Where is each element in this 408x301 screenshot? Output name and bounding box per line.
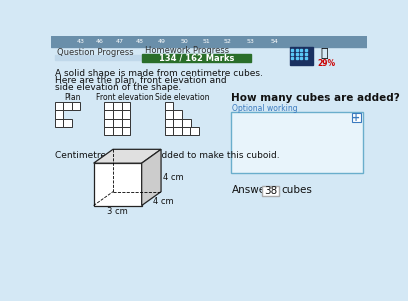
Text: cubes: cubes: [281, 185, 312, 195]
Bar: [173, 127, 182, 135]
Bar: [122, 110, 130, 119]
Text: Question Progress: Question Progress: [57, 48, 134, 57]
Text: How many cubes are added?: How many cubes are added?: [231, 93, 399, 103]
Text: 38: 38: [264, 185, 277, 196]
Text: +: +: [352, 113, 360, 123]
Text: side elevation of the shape.: side elevation of the shape.: [55, 83, 181, 92]
Text: 48: 48: [136, 39, 144, 44]
Bar: [122, 119, 130, 127]
Bar: [104, 127, 113, 135]
Bar: [63, 101, 72, 110]
Bar: [93, 163, 142, 206]
Text: Centimetre cubes are added to make this cuboid.: Centimetre cubes are added to make this …: [55, 151, 279, 160]
Bar: [290, 47, 313, 65]
Polygon shape: [142, 149, 161, 206]
Bar: [173, 110, 182, 119]
Bar: [72, 101, 80, 110]
Bar: [165, 110, 173, 119]
Text: 3 cm: 3 cm: [107, 207, 128, 216]
Bar: [113, 127, 122, 135]
Bar: [104, 119, 113, 127]
Bar: [55, 119, 63, 127]
Bar: [104, 101, 113, 110]
Bar: [113, 101, 122, 110]
Text: Here are the plan, front elevation and: Here are the plan, front elevation and: [55, 76, 226, 85]
Text: Homework Progress: Homework Progress: [144, 46, 229, 55]
Bar: [352, 113, 361, 123]
Text: 🏆: 🏆: [321, 47, 328, 60]
Text: 50: 50: [180, 39, 188, 44]
Bar: [231, 112, 363, 173]
Text: 54: 54: [270, 39, 278, 44]
Text: Side elevation: Side elevation: [155, 93, 210, 102]
Bar: [55, 54, 175, 60]
Bar: [182, 127, 191, 135]
Bar: [165, 119, 173, 127]
Text: 46: 46: [96, 39, 104, 44]
Text: 4 cm: 4 cm: [153, 197, 173, 206]
Bar: [104, 110, 113, 119]
Text: 43: 43: [76, 39, 84, 44]
Polygon shape: [93, 149, 161, 163]
Text: 52: 52: [224, 39, 232, 44]
Text: 47: 47: [115, 39, 123, 44]
Bar: [55, 101, 63, 110]
Text: 134 / 162 Marks: 134 / 162 Marks: [159, 54, 234, 63]
Text: Front elevation: Front elevation: [96, 93, 153, 102]
Text: Answer:: Answer:: [232, 185, 274, 195]
Bar: [173, 119, 182, 127]
Bar: [122, 101, 130, 110]
Bar: [165, 127, 173, 135]
Bar: [182, 119, 191, 127]
Bar: [262, 185, 279, 196]
Bar: [63, 119, 72, 127]
Bar: [55, 110, 63, 119]
Text: A solid shape is made from centimetre cubes.: A solid shape is made from centimetre cu…: [55, 69, 263, 78]
Text: Plan: Plan: [64, 93, 81, 102]
Bar: [191, 127, 199, 135]
Text: 4 cm: 4 cm: [163, 173, 184, 182]
Text: 29%: 29%: [317, 59, 335, 68]
Text: 49: 49: [158, 39, 166, 44]
Text: 51: 51: [202, 39, 210, 44]
Text: Optional working: Optional working: [232, 104, 298, 113]
Bar: [113, 110, 122, 119]
Bar: [142, 54, 251, 62]
Bar: [122, 127, 130, 135]
Text: 53: 53: [247, 39, 255, 44]
Bar: [165, 101, 173, 110]
Bar: [51, 36, 367, 47]
Bar: [113, 119, 122, 127]
